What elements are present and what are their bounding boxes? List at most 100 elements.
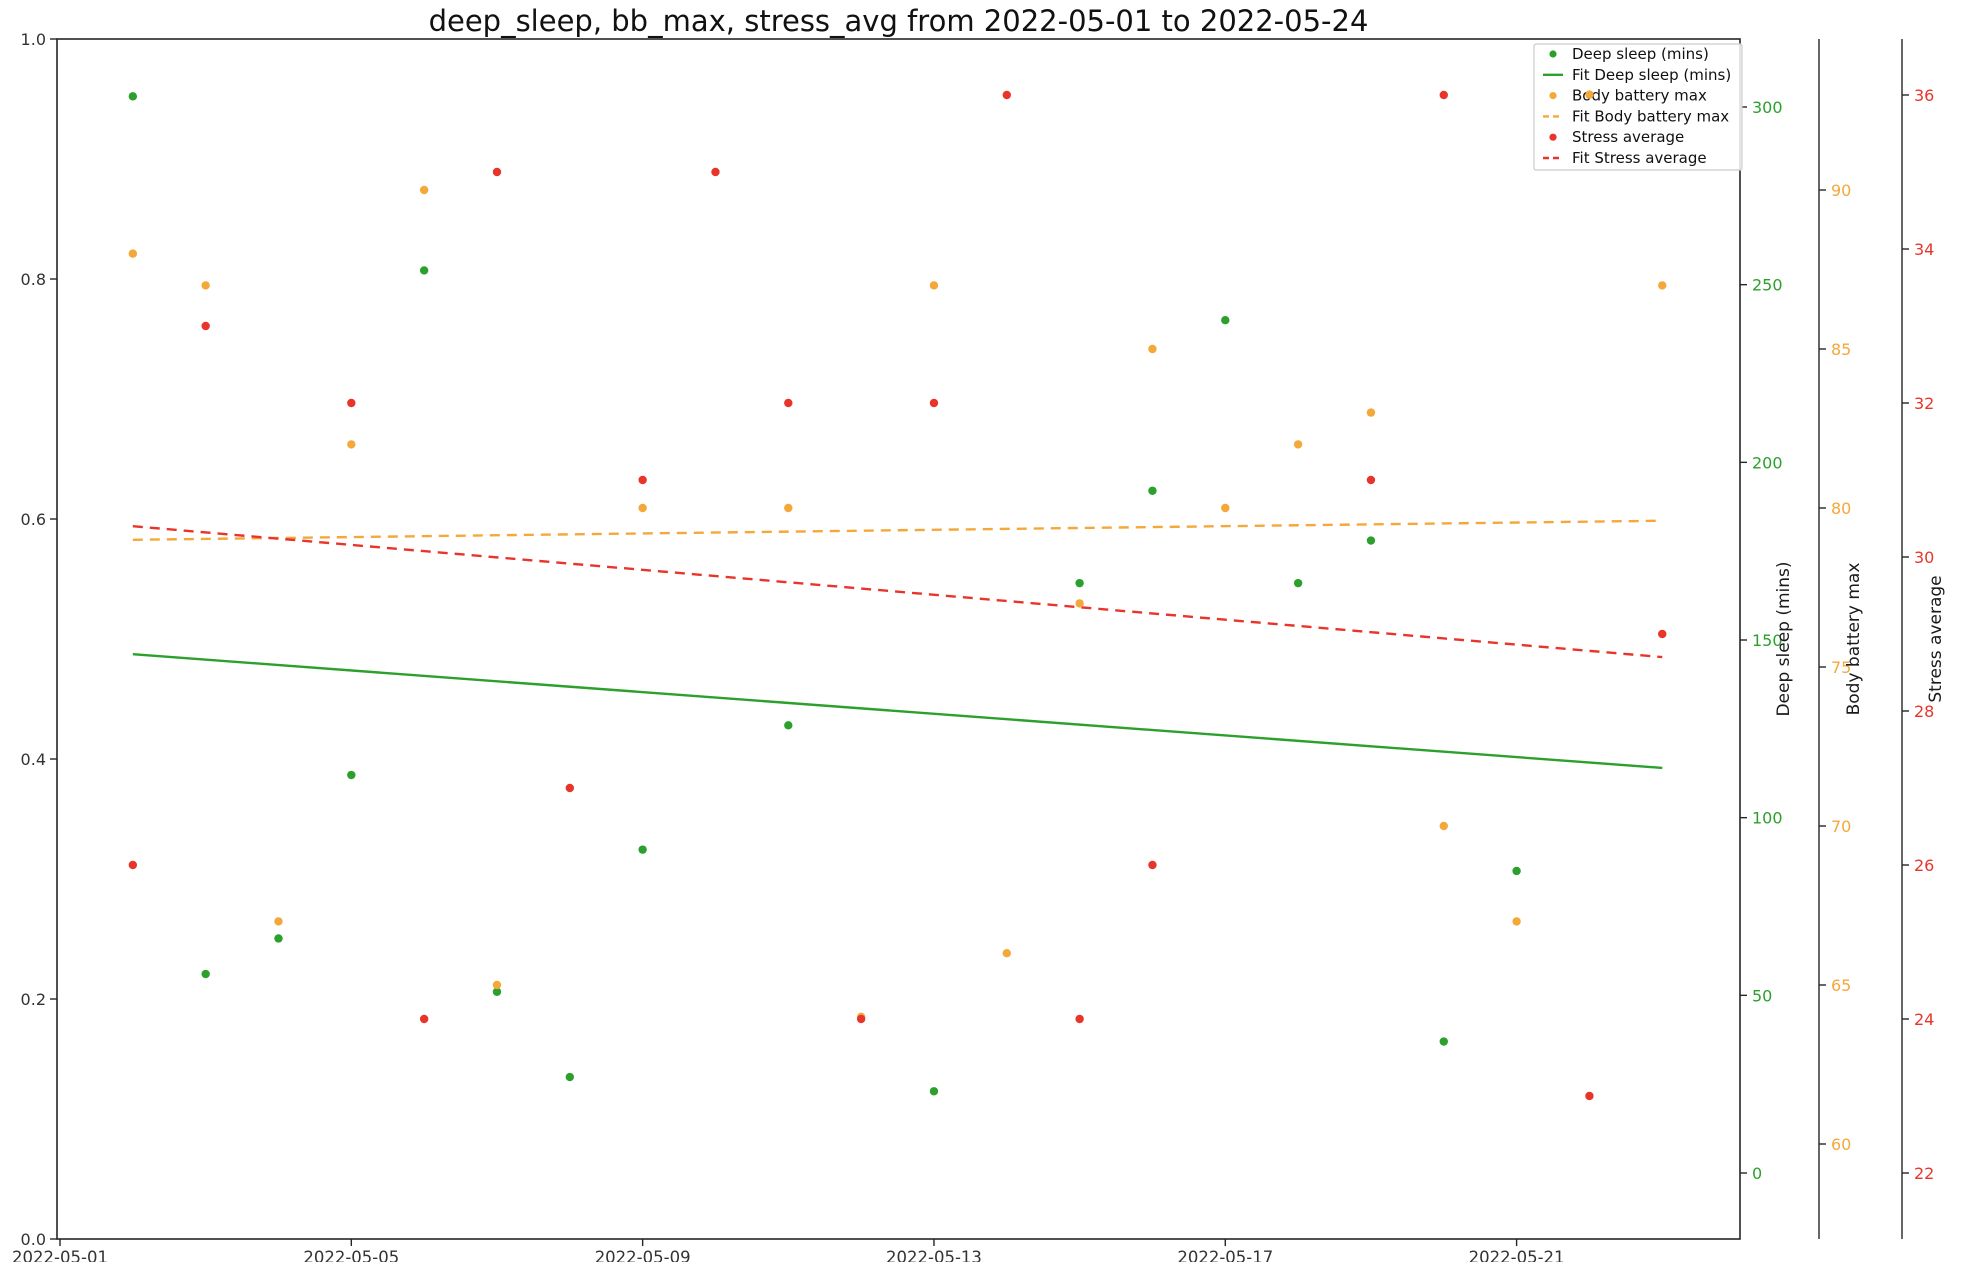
- data-point-deep: [274, 934, 283, 943]
- legend-label: Fit Body battery max: [1572, 107, 1729, 125]
- legend-marker-dot: [1549, 133, 1557, 141]
- right-axis-tick-label: 65: [1831, 976, 1851, 995]
- right-axis-tick-label: 200: [1752, 453, 1783, 472]
- data-point-deep: [1075, 578, 1084, 588]
- right-axis-tick-label: 50: [1752, 986, 1772, 1005]
- data-point-stress: [1585, 1091, 1594, 1101]
- data-point-bb: [1366, 408, 1376, 417]
- data-point-bb: [1585, 90, 1594, 99]
- fit-line-stress: [132, 525, 1663, 659]
- right-axis-tick-label: 24: [1914, 1010, 1934, 1029]
- data-point-bb: [1148, 344, 1157, 354]
- data-point-stress: [1439, 90, 1448, 100]
- right-axis-tick-label: 150: [1752, 631, 1783, 650]
- data-point-stress: [419, 1014, 429, 1024]
- legend-label: Stress average: [1572, 128, 1684, 146]
- data-point-deep: [929, 1087, 939, 1096]
- data-point-stress: [128, 860, 138, 870]
- left-tick-label: 0.2: [21, 990, 46, 1009]
- right-axis-tick-label: 36: [1914, 86, 1934, 105]
- data-point-deep: [784, 721, 793, 730]
- legend-label: Fit Stress average: [1572, 149, 1707, 167]
- data-point-deep: [1221, 316, 1230, 325]
- data-point-deep: [638, 845, 647, 854]
- axis-title-stress: Stress average: [1926, 575, 1946, 702]
- left-tick-label: 0.8: [21, 270, 46, 289]
- data-point-stress: [784, 398, 793, 408]
- data-point-bb: [128, 249, 138, 258]
- data-point-deep: [492, 987, 502, 996]
- x-tick-label: 2022-05-05: [303, 1248, 399, 1262]
- legend-marker-dot: [1549, 50, 1557, 58]
- data-point-stress: [492, 167, 502, 177]
- right-axis-tick-label: 34: [1914, 240, 1934, 259]
- x-tick-label: 2022-05-21: [1469, 1248, 1565, 1262]
- data-point-stress: [856, 1014, 866, 1024]
- x-tick-label: 2022-05-01: [12, 1248, 108, 1262]
- axis-title-deep: Deep sleep (mins): [1774, 561, 1794, 716]
- right-axis-tick-label: 70: [1831, 817, 1851, 836]
- left-tick-label: 0.4: [21, 750, 46, 769]
- data-point-bb: [1075, 599, 1084, 608]
- data-point-stress: [638, 475, 647, 485]
- data-point-bb: [347, 440, 356, 449]
- right-axis-tick-label: 85: [1831, 340, 1851, 359]
- right-axis-tick-label: 26: [1914, 856, 1934, 875]
- data-point-stress: [1002, 90, 1011, 100]
- data-point-bb: [784, 503, 793, 513]
- data-point-bb: [929, 281, 939, 290]
- data-point-bb: [1221, 503, 1230, 513]
- legend-marker-dot: [1549, 92, 1557, 100]
- data-point-deep: [1439, 1037, 1448, 1046]
- data-point-bb: [638, 503, 647, 513]
- data-point-stress: [1658, 629, 1667, 639]
- axis-title-bb: Body battery max: [1844, 563, 1864, 716]
- data-point-deep: [1366, 536, 1376, 545]
- left-tick-label: 0.0: [21, 1230, 46, 1249]
- fit-line-deep: [132, 653, 1663, 770]
- data-point-bb: [419, 185, 429, 195]
- right-axis-tick-label: 22: [1914, 1164, 1934, 1183]
- data-point-deep: [1148, 486, 1157, 495]
- data-point-stress: [1148, 860, 1157, 870]
- data-point-bb: [201, 281, 210, 290]
- data-point-bb: [1658, 281, 1667, 290]
- right-axis-tick-label: 250: [1752, 276, 1783, 295]
- right-axis-tick-label: 60: [1831, 1135, 1851, 1154]
- left-tick-label: 0.6: [21, 510, 46, 529]
- right-axis-tick-label: 0: [1752, 1164, 1762, 1183]
- data-point-deep: [565, 1072, 575, 1082]
- right-axis-tick-label: 90: [1831, 181, 1851, 200]
- right-axis-tick-label: 100: [1752, 809, 1783, 828]
- chart-title: deep_sleep, bb_max, stress_avg from 2022…: [428, 4, 1369, 38]
- x-tick-label: 2022-05-09: [595, 1248, 691, 1262]
- data-point-bb: [1002, 949, 1011, 958]
- legend-label: Body battery max: [1572, 87, 1707, 105]
- data-point-deep: [347, 770, 356, 780]
- x-tick-label: 2022-05-13: [886, 1248, 982, 1262]
- legend-label: Deep sleep (mins): [1572, 45, 1709, 63]
- right-axis-tick-label: 300: [1752, 98, 1783, 117]
- right-axis-tick-label: 75: [1831, 658, 1851, 677]
- data-point-stress: [565, 783, 575, 793]
- left-tick-label: 1.0: [21, 30, 46, 49]
- legend: [1533, 43, 1743, 171]
- data-point-bb: [1512, 917, 1521, 926]
- data-point-deep: [1512, 866, 1521, 876]
- right-axis-tick-label: 32: [1914, 394, 1934, 413]
- data-point-deep: [128, 92, 138, 101]
- fit-line-bb: [132, 519, 1663, 541]
- data-point-bb: [1439, 821, 1448, 831]
- data-point-deep: [419, 266, 429, 275]
- data-point-bb: [492, 980, 502, 990]
- plot-border: [56, 38, 1741, 1240]
- x-tick-label: 2022-05-17: [1177, 1248, 1273, 1262]
- data-point-stress: [1075, 1014, 1084, 1024]
- right-axis-tick-label: 80: [1831, 499, 1851, 518]
- right-axis-tick-label: 30: [1914, 548, 1934, 567]
- data-point-stress: [929, 398, 939, 408]
- data-point-bb: [1293, 440, 1303, 449]
- data-point-bb: [274, 917, 283, 926]
